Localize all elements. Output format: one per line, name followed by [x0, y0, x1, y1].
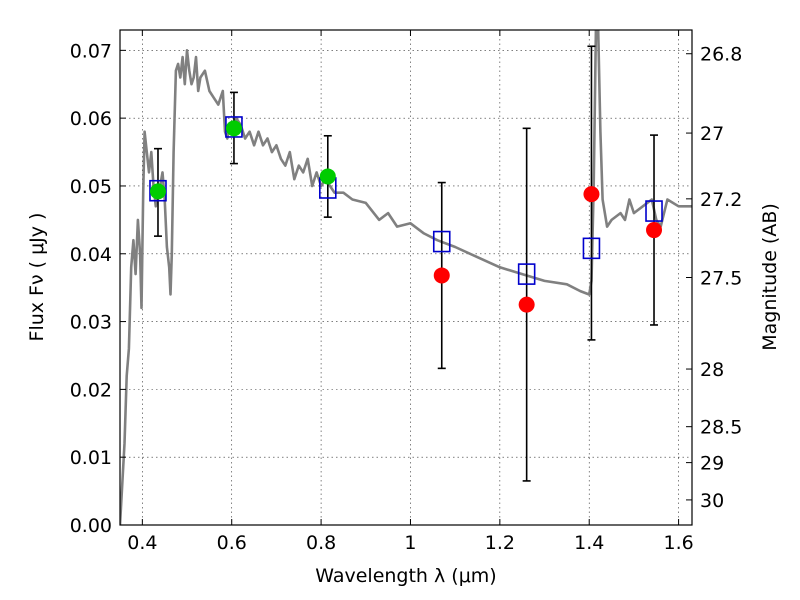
model-photometry-square [149, 179, 167, 202]
y-tick-label: 0.07 [70, 40, 112, 62]
y-axis-label: Flux Fν ( μJy ) [26, 213, 48, 342]
y-tick-label: 0.05 [70, 176, 112, 198]
model-photometry-square [645, 200, 663, 222]
y-tick-label: 0.00 [70, 515, 112, 537]
y-tick-label: 0.01 [70, 447, 112, 469]
y-tick-label: 0.04 [70, 244, 112, 266]
right-tick-label: 30 [700, 490, 724, 512]
right-tick-label: 27.2 [700, 189, 742, 211]
model-photometry-square [225, 116, 243, 138]
y-tick-label: 0.03 [70, 312, 112, 334]
y-axis-right-label: Magnitude (AB) [759, 203, 781, 351]
grid [120, 30, 692, 526]
low-snr-point [518, 296, 535, 313]
right-tick-label: 29 [700, 453, 724, 475]
right-tick-label: 28 [700, 359, 724, 381]
x-tick-label: 0.6 [217, 532, 247, 554]
model-photometry-square [432, 230, 451, 253]
x-tick-label: 0.4 [127, 532, 157, 554]
detection-point [319, 168, 336, 185]
measured-points [149, 120, 663, 313]
x-tick-label: 1.6 [663, 532, 693, 554]
detection-point [149, 183, 166, 200]
right-tick-label: 28.5 [700, 417, 742, 439]
right-tick-label: 27.5 [700, 268, 742, 290]
x-tick-label: 1.4 [574, 532, 604, 554]
low-snr-point [646, 222, 663, 239]
x-axis-label: Wavelength λ (μm) [315, 565, 496, 587]
model-photometry-square [582, 237, 601, 260]
y-tick-label: 0.02 [70, 379, 112, 401]
right-tick-label: 26.8 [700, 44, 742, 66]
low-snr-point [433, 267, 450, 284]
low-snr-point [583, 186, 600, 203]
right-tick-label: 27 [700, 123, 724, 145]
detection-point [225, 120, 242, 137]
x-tick-label: 1 [404, 532, 416, 554]
axis-ticks: 0.4 0.6 0.8 1 1.2 1.4 1.6 0.00 0.01 0.02 0.03 0.04 0… [70, 30, 742, 554]
x-tick-label: 0.8 [306, 532, 336, 554]
x-tick-label: 1.2 [485, 532, 515, 554]
model-photometry-square [517, 263, 536, 285]
model-photometry-squares [149, 116, 663, 285]
y-tick-label: 0.06 [70, 108, 112, 130]
